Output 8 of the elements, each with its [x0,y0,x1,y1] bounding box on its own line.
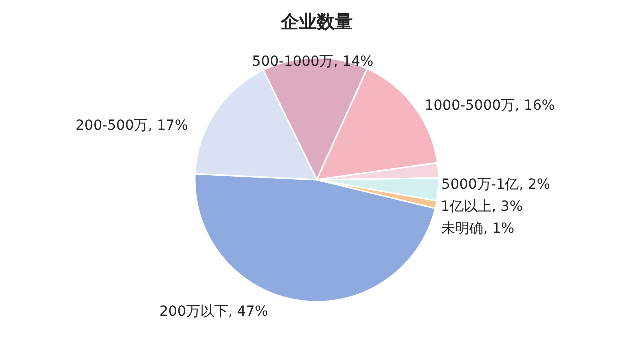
slice-label: 200万以下, 47% [160,304,268,320]
slice-label: 5000万-1亿, 2% [442,177,550,193]
slice-label: 500-1000万, 14% [252,54,374,70]
chart-title: 企业数量 [280,12,353,33]
slice-label: 1亿以上, 3% [440,199,524,215]
slice-label: 200-500万, 17% [76,118,188,134]
slice-label: 1000-5000万, 16% [424,98,556,114]
slice-label: 未明确, 1% [441,221,515,237]
